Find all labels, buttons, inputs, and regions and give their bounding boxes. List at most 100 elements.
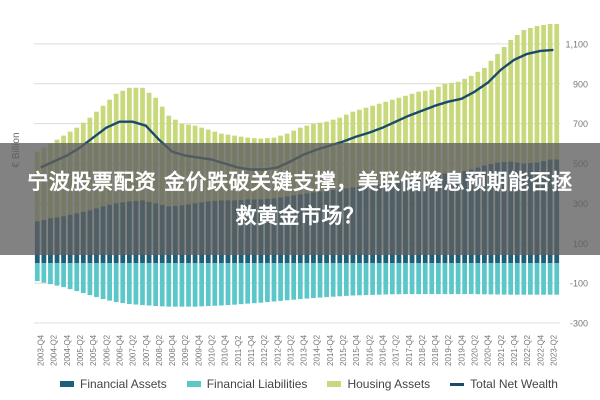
- bar-financial-liabilities: [225, 263, 231, 306]
- bar-financial-liabilities: [435, 263, 441, 295]
- bar-financial-liabilities: [166, 263, 172, 307]
- bar-financial-liabilities: [482, 263, 487, 295]
- x-tick-label: 2013-Q2: [286, 334, 295, 366]
- legend-label-housing-assets: Housing Assets: [347, 377, 431, 391]
- x-tick-label: 2019-Q4: [457, 334, 466, 366]
- x-tick-label: 2020-Q2: [471, 334, 480, 366]
- bar-financial-liabilities: [409, 263, 415, 295]
- bar-financial-liabilities: [541, 263, 546, 295]
- bar-financial-liabilities: [528, 263, 533, 295]
- bar-financial-liabilities: [34, 263, 40, 282]
- x-tick-label: 2007-Q2: [129, 334, 138, 366]
- bar-financial-liabilities: [337, 263, 343, 297]
- bar-financial-liabilities: [416, 263, 422, 295]
- bar-financial-liabilities: [67, 263, 73, 290]
- bar-financial-liabilities: [317, 263, 323, 298]
- bar-financial-liabilities: [271, 263, 277, 302]
- bar-financial-liabilities: [153, 263, 159, 307]
- x-tick-label: 2008-Q2: [155, 334, 164, 366]
- x-tick-label: 2010-Q4: [221, 334, 230, 366]
- y-tick-label: 1,100: [565, 39, 588, 49]
- bar-financial-liabilities: [284, 263, 290, 301]
- bar-financial-liabilities: [422, 263, 428, 295]
- bar-financial-liabilities: [179, 263, 185, 307]
- legend-item-financial-assets: Financial Assets: [60, 377, 167, 391]
- bar-financial-liabilities: [468, 263, 474, 295]
- x-tick-label: 2010-Q2: [208, 334, 217, 366]
- x-tick-label: 2009-Q4: [194, 334, 203, 366]
- bar-financial-liabilities: [41, 263, 47, 283]
- bar-financial-liabilities: [357, 263, 362, 296]
- bar-financial-liabilities: [376, 263, 382, 295]
- bar-financial-liabilities: [133, 263, 139, 305]
- bar-financial-liabilities: [429, 263, 435, 295]
- x-tick-label: 2004-Q4: [63, 334, 72, 366]
- bar-financial-liabilities: [278, 263, 283, 301]
- x-tick-label: 2014-Q4: [326, 334, 335, 366]
- x-tick-label: 2020-Q4: [484, 334, 493, 366]
- bar-financial-liabilities: [258, 263, 264, 303]
- bar-financial-liabilities: [126, 263, 132, 305]
- x-tick-label: 2018-Q2: [418, 334, 427, 366]
- bar-financial-liabilities: [100, 263, 106, 300]
- bar-financial-liabilities: [113, 263, 119, 303]
- bar-financial-liabilities: [146, 263, 152, 306]
- bar-financial-liabilities: [343, 263, 349, 296]
- x-tick-labels: 2003-Q4 2004-Q2 2004-Q4 2005-Q2 2005-Q4 2006-…: [37, 334, 559, 366]
- bar-financial-liabilities: [488, 263, 494, 295]
- x-tick-label: 2021-Q2: [497, 334, 506, 366]
- x-tick-label: 2015-Q4: [352, 334, 361, 366]
- bar-financial-liabilities: [554, 263, 560, 295]
- bar-financial-liabilities: [245, 263, 251, 304]
- bar-financial-liabilities: [389, 263, 395, 295]
- bar-financial-liabilities: [212, 263, 218, 306]
- y-tick-label: -300: [570, 319, 588, 329]
- bar-financial-liabilities: [311, 263, 316, 299]
- x-tick-label: 2017-Q4: [405, 334, 414, 366]
- bar-financial-liabilities: [495, 263, 500, 295]
- legend-swatch-financial-liabilities: [186, 381, 201, 387]
- bar-financial-liabilities: [192, 263, 198, 307]
- x-tick-label: 2022-Q2: [523, 334, 532, 366]
- bar-financial-liabilities: [455, 263, 461, 295]
- bar-financial-liabilities: [403, 263, 408, 295]
- bar-financial-liabilities: [291, 263, 297, 300]
- legend-swatch-financial-assets: [60, 381, 74, 387]
- x-tick-label: 2005-Q4: [89, 334, 98, 366]
- bar-financial-liabilities: [80, 263, 86, 294]
- bar-financial-liabilities: [514, 263, 520, 295]
- bar-financial-liabilities: [462, 263, 468, 295]
- bar-financial-liabilities: [199, 263, 205, 307]
- y-tick-label: 900: [573, 79, 588, 89]
- x-tick-label: 2011-Q2: [234, 335, 243, 366]
- x-tick-label: 2012-Q4: [273, 334, 282, 366]
- bar-financial-liabilities: [449, 263, 454, 295]
- bar-financial-liabilities: [120, 263, 126, 304]
- legend-label-financial-liabilities: Financial Liabilities: [206, 377, 308, 391]
- x-tick-label: 2022-Q4: [536, 334, 545, 366]
- bar-financial-liabilities: [508, 263, 514, 295]
- x-tick-label: 2015-Q2: [339, 334, 348, 366]
- x-tick-label: 2016-Q4: [379, 334, 388, 366]
- bar-financial-liabilities: [501, 263, 507, 295]
- bar-financial-liabilities: [442, 263, 448, 295]
- bar-financial-liabilities: [205, 263, 211, 307]
- bar-financial-liabilities: [475, 263, 481, 295]
- legend-swatch-housing-assets: [327, 381, 342, 387]
- x-tick-label: 2007-Q4: [142, 334, 151, 366]
- x-tick-label: 2016-Q2: [365, 334, 374, 366]
- bar-financial-liabilities: [396, 263, 402, 295]
- x-tick-label: 2018-Q4: [431, 334, 440, 366]
- bar-financial-liabilities: [251, 263, 257, 304]
- bar-financial-liabilities: [159, 263, 165, 307]
- bar-financial-liabilities: [534, 263, 540, 295]
- x-tick-label: 2004-Q2: [50, 334, 59, 366]
- bar-financial-liabilities: [383, 263, 389, 295]
- bar-financial-liabilities: [324, 263, 329, 298]
- y-tick-label: -100: [570, 279, 588, 289]
- bar-financial-liabilities: [61, 263, 66, 288]
- x-tick-label: 2006-Q2: [102, 334, 111, 366]
- bar-financial-liabilities: [140, 263, 145, 306]
- bar-financial-liabilities: [521, 263, 527, 295]
- x-tick-label: 2009-Q2: [181, 334, 190, 366]
